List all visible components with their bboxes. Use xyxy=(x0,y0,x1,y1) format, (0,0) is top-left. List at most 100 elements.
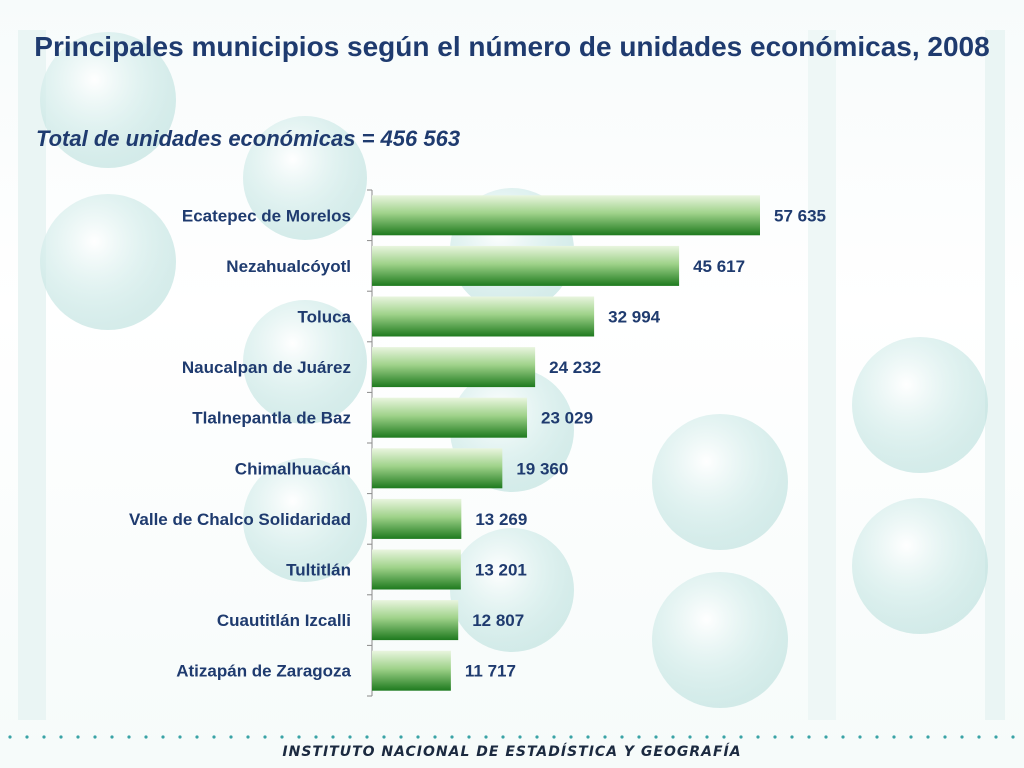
divider-dot xyxy=(654,735,658,739)
bar xyxy=(372,650,451,691)
divider-dot xyxy=(144,735,148,739)
divider-dot xyxy=(76,735,80,739)
divider-dot xyxy=(399,735,403,739)
bg-bubble xyxy=(40,32,176,168)
divider-dot xyxy=(433,735,437,739)
divider-dot xyxy=(42,735,46,739)
divider-dot xyxy=(892,735,896,739)
divider-dot xyxy=(688,735,692,739)
divider-dot xyxy=(93,735,97,739)
divider-dot xyxy=(671,735,675,739)
footer-institution: INSTITUTO NACIONAL DE ESTADÍSTICA Y GEOG… xyxy=(282,744,742,760)
bg-bubble xyxy=(652,572,788,708)
bar xyxy=(372,195,760,236)
bar xyxy=(372,347,536,388)
divider-dot xyxy=(365,735,369,739)
divider-dot xyxy=(1011,735,1015,739)
category-label: Valle de Chalco Solidaridad xyxy=(129,510,351,529)
bar xyxy=(372,448,503,489)
bg-bubble xyxy=(852,498,988,634)
bg-bubble xyxy=(243,458,367,582)
bar xyxy=(372,296,595,337)
bg-bubble xyxy=(243,116,367,240)
bg-bubble xyxy=(450,528,574,652)
value-label: 57 635 xyxy=(774,206,826,225)
bg-column xyxy=(18,30,46,720)
value-label: 13 269 xyxy=(475,510,527,529)
divider-dot xyxy=(807,735,811,739)
divider-dot xyxy=(314,735,318,739)
bar xyxy=(372,245,680,286)
divider-dot xyxy=(110,735,114,739)
value-label: 19 360 xyxy=(516,459,568,478)
divider-dot xyxy=(59,735,63,739)
divider-dot xyxy=(450,735,454,739)
divider-dot xyxy=(382,735,386,739)
divider-dot xyxy=(280,735,284,739)
category-label: Atizapán de Zaragoza xyxy=(176,662,351,681)
divider-dot xyxy=(943,735,947,739)
value-label: 32 994 xyxy=(608,308,661,327)
bg-column xyxy=(985,30,1005,720)
divider-dot xyxy=(246,735,250,739)
bar xyxy=(372,549,461,590)
chart-title: Principales municipios según el número d… xyxy=(34,31,990,62)
divider-dot xyxy=(637,735,641,739)
category-label: Nezahualcóyotl xyxy=(226,257,351,276)
divider-dot xyxy=(297,735,301,739)
category-label: Toluca xyxy=(297,308,351,327)
divider-dot xyxy=(824,735,828,739)
bg-bubble xyxy=(652,414,788,550)
divider-dot xyxy=(348,735,352,739)
divider-dot xyxy=(416,735,420,739)
divider-dot xyxy=(127,735,131,739)
divider-dot xyxy=(756,735,760,739)
bg-bubble xyxy=(852,337,988,473)
divider-dot xyxy=(875,735,879,739)
value-label: 45 617 xyxy=(693,257,745,276)
divider-dot xyxy=(722,735,726,739)
divider-dot xyxy=(518,735,522,739)
value-label: 11 717 xyxy=(465,662,516,681)
divider-dot xyxy=(739,735,743,739)
category-label: Ecatepec de Morelos xyxy=(182,206,351,225)
bg-bubble xyxy=(40,194,176,330)
divider-dot xyxy=(195,735,199,739)
divider-dot xyxy=(705,735,709,739)
value-label: 12 807 xyxy=(472,611,524,630)
divider-dot xyxy=(960,735,964,739)
divider-dot xyxy=(926,735,930,739)
divider-dot xyxy=(773,735,777,739)
dotted-divider xyxy=(8,735,1015,739)
divider-dot xyxy=(263,735,267,739)
category-label: Chimalhuacán xyxy=(235,459,351,478)
bar xyxy=(372,600,459,641)
divider-dot xyxy=(790,735,794,739)
value-label: 24 232 xyxy=(549,358,601,377)
divider-dot xyxy=(586,735,590,739)
value-label: 23 029 xyxy=(541,409,593,428)
bg-column xyxy=(808,30,836,720)
divider-dot xyxy=(535,735,539,739)
divider-dot xyxy=(8,735,12,739)
divider-dot xyxy=(212,735,216,739)
divider-dot xyxy=(501,735,505,739)
chart-subtitle: Total de unidades económicas = 456 563 xyxy=(36,126,461,151)
divider-dot xyxy=(161,735,165,739)
divider-dot xyxy=(467,735,471,739)
divider-dot xyxy=(331,735,335,739)
divider-dot xyxy=(25,735,29,739)
category-label: Tultitlán xyxy=(286,561,351,580)
divider-dot xyxy=(229,735,233,739)
divider-dot xyxy=(909,735,913,739)
divider-dot xyxy=(620,735,624,739)
bg-bubble xyxy=(243,300,367,424)
bar xyxy=(372,498,462,539)
value-label: 13 201 xyxy=(475,561,527,580)
divider-dot xyxy=(552,735,556,739)
divider-dot xyxy=(484,735,488,739)
category-label: Naucalpan de Juárez xyxy=(182,358,351,377)
divider-dot xyxy=(569,735,573,739)
